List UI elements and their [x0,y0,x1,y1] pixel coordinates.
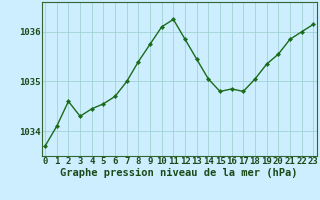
X-axis label: Graphe pression niveau de la mer (hPa): Graphe pression niveau de la mer (hPa) [60,168,298,178]
